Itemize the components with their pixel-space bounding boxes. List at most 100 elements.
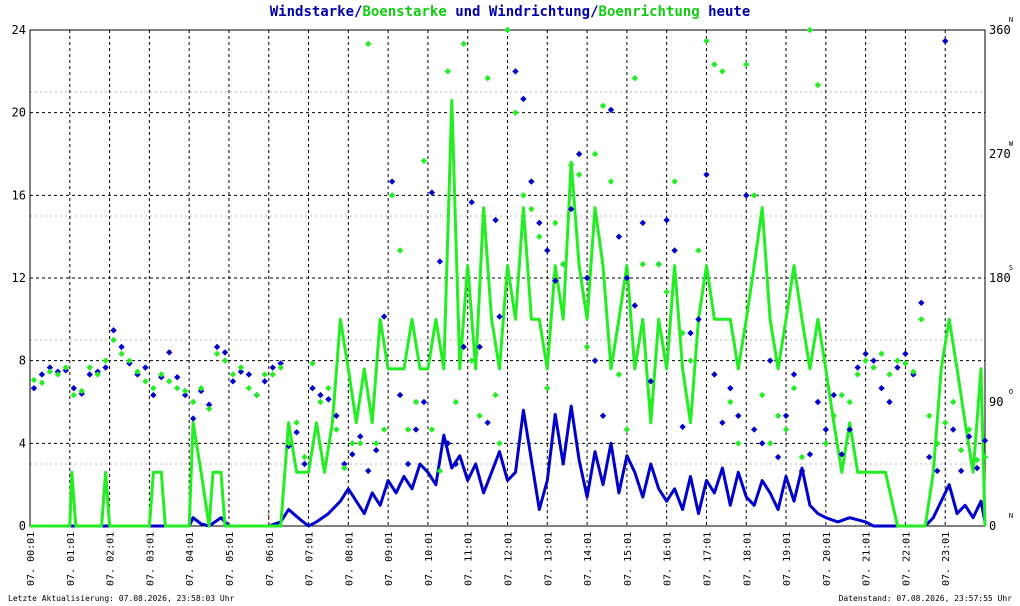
direction-point	[245, 385, 253, 392]
direction-point	[870, 364, 877, 371]
direction-point	[460, 343, 467, 351]
direction-point	[341, 464, 348, 472]
direction-point	[158, 371, 165, 378]
direction-point	[181, 391, 189, 399]
direction-point	[301, 460, 308, 468]
direction-point	[150, 391, 157, 399]
direction-point	[878, 350, 885, 357]
direction-point	[631, 75, 639, 82]
direction-label: N	[1009, 16, 1013, 24]
direction-point	[237, 364, 245, 371]
direction-point	[583, 343, 591, 351]
direction-point	[468, 357, 475, 364]
direction-point	[221, 349, 229, 356]
y-right-tick-label: 180	[989, 271, 1011, 285]
direction-point	[150, 385, 157, 392]
direction-point	[965, 433, 973, 440]
direction-point	[886, 398, 893, 406]
direction-point	[782, 426, 790, 433]
direction-point	[528, 205, 535, 213]
x-tick-label: 07. 21:01	[862, 532, 873, 586]
direction-point	[854, 371, 861, 378]
direction-point	[365, 467, 372, 475]
direction-point	[197, 385, 205, 392]
direction-point	[727, 398, 734, 406]
direction-point	[599, 412, 607, 419]
direction-point	[78, 387, 85, 395]
direction-point	[46, 364, 54, 371]
direction-point	[189, 415, 197, 422]
direction-point	[743, 61, 750, 68]
direction-point	[476, 343, 483, 351]
direction-point	[404, 426, 412, 433]
direction-point	[412, 398, 420, 406]
x-tick-label: 07. 00:01	[26, 532, 37, 586]
direction-point	[484, 75, 491, 82]
direction-point	[301, 453, 308, 461]
direction-point	[854, 364, 861, 371]
title-part: Windstarke	[269, 4, 355, 20]
direction-point	[743, 192, 750, 199]
y-left-tick-label: 24	[12, 23, 26, 37]
direction-point	[341, 460, 348, 468]
direction-point	[719, 68, 726, 75]
direction-point	[536, 233, 543, 240]
y-left-tick-label: 0	[19, 519, 26, 533]
direction-point	[428, 189, 436, 196]
direction-point	[814, 398, 822, 406]
direction-point	[544, 385, 551, 392]
direction-point	[846, 398, 853, 406]
direction-point	[245, 371, 253, 378]
direction-point	[735, 440, 742, 447]
direction-point	[30, 385, 38, 392]
y-left-tick-label: 4	[19, 436, 26, 450]
direction-point	[902, 350, 909, 357]
direction-point	[372, 447, 380, 454]
direction-point	[496, 313, 503, 320]
direction-point	[492, 216, 499, 224]
direction-point	[838, 451, 845, 458]
direction-point	[261, 371, 268, 378]
direction-point	[396, 391, 404, 399]
direction-point	[62, 364, 70, 371]
x-tick-label: 07. 15:01	[623, 532, 634, 586]
direction-point	[806, 26, 814, 34]
direction-point	[671, 247, 678, 254]
x-tick-label: 07. 19:01	[782, 532, 793, 586]
direction-point	[949, 398, 957, 406]
direction-point	[396, 247, 404, 254]
direction-point	[910, 368, 917, 375]
direction-point	[766, 357, 774, 364]
direction-point	[751, 192, 758, 199]
direction-point	[512, 109, 519, 116]
direction-point	[436, 467, 444, 475]
title-part: und	[446, 4, 489, 20]
direction-point	[229, 371, 237, 378]
direction-point	[575, 150, 583, 158]
direction-point	[552, 219, 559, 227]
x-tick-label: 07. 22:01	[901, 532, 912, 586]
title-part: /	[590, 4, 599, 20]
direction-point	[536, 219, 543, 227]
direction-point	[886, 371, 893, 378]
direction-point	[46, 368, 54, 375]
direction-point	[277, 360, 284, 367]
direction-point	[607, 106, 615, 114]
y-right-tick-label: 0	[989, 519, 996, 533]
direction-point	[695, 316, 702, 323]
direction-point	[229, 378, 237, 385]
title-part: Windrichtung	[488, 4, 591, 20]
direction-point	[918, 299, 925, 306]
direction-point	[902, 360, 909, 367]
direction-point	[774, 412, 782, 419]
direction-point	[380, 426, 388, 433]
direction-point	[460, 40, 467, 47]
x-tick-label: 07. 14:01	[583, 532, 594, 586]
direction-point	[926, 453, 933, 461]
direction-point	[205, 401, 213, 408]
direction-point	[70, 391, 77, 399]
direction-point	[790, 371, 798, 378]
direction-label: W	[1009, 140, 1014, 148]
direction-point	[663, 216, 670, 224]
